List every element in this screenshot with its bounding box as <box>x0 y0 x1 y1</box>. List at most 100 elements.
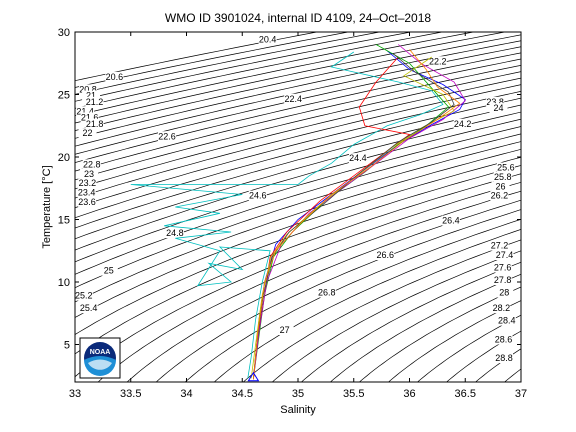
contour-label: 23 <box>84 169 94 179</box>
contour-label-bg <box>78 178 97 189</box>
contour-label: 20.8 <box>79 84 97 94</box>
contour-label: 28 <box>499 288 509 298</box>
contour-label-bg <box>99 265 118 276</box>
contour-label-bg <box>428 56 447 67</box>
contour-label: 20.4 <box>259 34 277 44</box>
x-tick-label: 35.5 <box>343 388 364 400</box>
density-contour <box>75 165 521 335</box>
contour-label-bg <box>491 181 510 192</box>
density-contour <box>388 300 521 382</box>
y-tick-label: 20 <box>58 152 70 164</box>
density-contour <box>126 199 521 382</box>
y-tick-label: 15 <box>58 215 70 227</box>
contour-label-bg <box>158 131 177 142</box>
contour-label-bg <box>77 196 96 207</box>
contour-label-bg <box>489 103 508 114</box>
contour-label-bg <box>258 34 277 45</box>
density-contour <box>75 104 521 229</box>
x-tick-label: 35 <box>292 388 304 400</box>
contour-label: 25.4 <box>80 303 98 313</box>
contour-label: 21.8 <box>86 119 104 129</box>
density-contour <box>75 64 521 172</box>
density-contour <box>75 126 521 263</box>
density-contour <box>75 156 521 318</box>
contour-label: 22.8 <box>83 159 101 169</box>
contour-label-bg <box>248 190 267 201</box>
density-contour <box>75 32 505 124</box>
contour-label-bg <box>496 162 515 173</box>
contour-label: 24.4 <box>349 153 367 163</box>
density-contour <box>75 34 521 131</box>
density-contour <box>417 314 521 382</box>
contour-label: 25.8 <box>494 172 512 182</box>
contour-label: 27.8 <box>494 275 512 285</box>
contour-label: 21.2 <box>86 97 104 107</box>
x-tick-label: 37 <box>515 388 527 400</box>
contour-label: 24 <box>493 103 503 113</box>
chart-title: WMO ID 3901024, internal ID 4109, 24–Oct… <box>165 11 431 25</box>
contour-label-bg <box>79 84 98 95</box>
contour-label: 28.8 <box>495 353 513 363</box>
contour-label: 22.6 <box>158 131 176 141</box>
contour-label-bg <box>82 159 101 170</box>
contour-label: 23.2 <box>79 178 97 188</box>
density-contour <box>75 32 380 95</box>
contour-label: 27 <box>280 325 290 335</box>
contour-label-bg <box>376 250 395 260</box>
contour-label-bg <box>495 287 514 298</box>
density-contour <box>75 58 521 163</box>
density-contour <box>563 32 576 382</box>
x-tick-label: 34 <box>180 388 192 400</box>
contour-label-bg <box>79 303 98 314</box>
contour-label-bg <box>105 71 124 82</box>
contour-label-bg <box>493 275 512 285</box>
contour-label: 25.6 <box>497 163 515 173</box>
contour-label-bg <box>284 93 303 104</box>
density-contour <box>75 133 521 275</box>
contour-label-bg <box>492 303 511 314</box>
density-contour <box>75 118 521 251</box>
density-contour <box>214 229 521 382</box>
contour-label: 27.4 <box>496 250 514 260</box>
density-contour <box>97 190 521 382</box>
contour-label: 26 <box>496 181 506 191</box>
density-contour <box>301 261 521 382</box>
density-contour <box>75 77 521 190</box>
contour-label: 26.4 <box>442 216 460 226</box>
contour-label: 28.6 <box>495 334 513 344</box>
density-contour <box>75 97 521 219</box>
contour-label-bg <box>80 112 99 123</box>
density-contour <box>75 84 521 199</box>
profile-series-7 <box>253 49 461 380</box>
contour-label: 26.8 <box>318 288 336 298</box>
contour-label: 21.6 <box>81 113 99 123</box>
x-tick-label: 34.5 <box>232 388 253 400</box>
density-contour <box>75 46 521 147</box>
contour-label-bg <box>497 315 516 326</box>
contour-label: 24.6 <box>249 191 267 201</box>
y-tick-label: 30 <box>58 27 70 39</box>
contour-label: 21.4 <box>76 106 94 116</box>
contour-label-bg <box>78 128 97 139</box>
density-contour <box>330 273 521 382</box>
contour-label: 28.2 <box>493 303 511 313</box>
x-tick-label: 36 <box>403 388 415 400</box>
contour-label-bg <box>490 190 509 201</box>
contour-label-bg <box>80 168 99 179</box>
contour-label-bg <box>495 250 514 260</box>
x-axis-label: Salinity <box>280 404 316 416</box>
contour-label-bg <box>453 118 472 129</box>
contour-label: 25.2 <box>75 291 93 301</box>
contour-label: 22 <box>83 128 93 138</box>
contour-label-bg <box>348 153 367 164</box>
contour-label-bg <box>165 228 184 239</box>
contour-label: 23.4 <box>78 188 96 198</box>
contour-label: 24.8 <box>166 228 184 238</box>
contour-label-bg <box>85 96 104 107</box>
contour-label: 26.6 <box>376 250 394 260</box>
contour-label-bg <box>493 262 512 273</box>
profile-series-6 <box>253 52 455 379</box>
density-contour <box>75 181 521 378</box>
